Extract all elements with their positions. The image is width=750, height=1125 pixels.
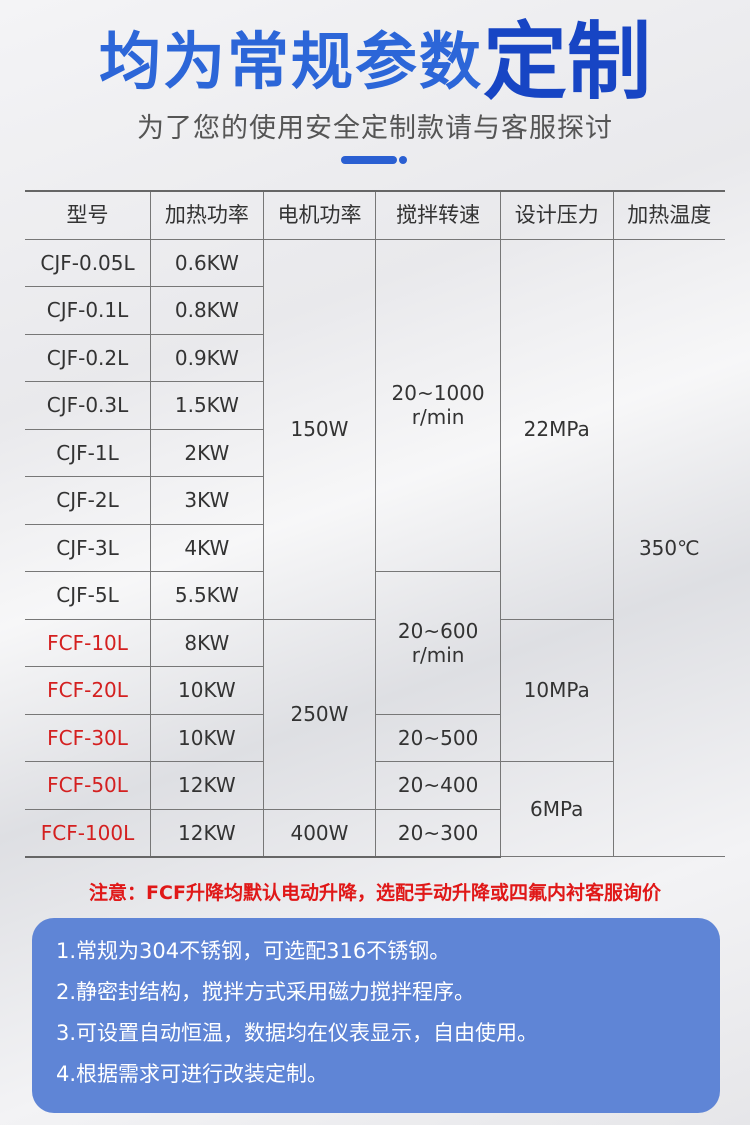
table-row: CJF-0.3L 1.5KW — [25, 381, 725, 430]
feature-item: 2.静密封结构，搅拌方式采用磁力搅拌程序。 — [56, 980, 476, 1004]
heating-power-cell: 8KW — [150, 618, 264, 667]
motor-cell: 250W — [262, 618, 377, 810]
page-title: 均为常规参数定制 — [0, 20, 750, 104]
speed-cell: 20~1000 r/min — [375, 238, 501, 572]
heating-power-cell: 5.5KW — [150, 571, 264, 620]
model-cell: CJF-0.3L — [25, 381, 152, 430]
model-cell: CJF-0.05L — [25, 238, 152, 287]
pressure-cell: 22MPa — [499, 238, 614, 620]
column-header: 加热功率 — [150, 190, 264, 240]
speed-cell: 20~600 r/min — [375, 571, 501, 715]
pressure-cell: 6MPa — [499, 761, 614, 857]
model-cell: CJF-0.1L — [25, 286, 152, 335]
heating-power-cell: 12KW — [150, 761, 264, 810]
table-row: CJF-5L 5.5KW 20~600 r/min — [25, 571, 725, 715]
model-cell: FCF-30L — [25, 713, 152, 762]
model-cell: CJF-1L — [25, 428, 152, 477]
model-cell: CJF-3L — [25, 523, 152, 572]
table-row: CJF-0.1L 0.8KW — [25, 286, 725, 335]
title-emphasis: 定制 — [483, 13, 652, 111]
model-cell: FCF-10L — [25, 618, 152, 667]
heating-power-cell: 1.5KW — [150, 381, 264, 430]
heating-power-cell: 10KW — [150, 666, 264, 715]
heating-power-cell: 3KW — [150, 476, 264, 525]
heating-power-cell: 0.9KW — [150, 333, 264, 382]
column-header: 搅拌转速 — [375, 190, 501, 240]
table-row: FCF-50L 12KW 20~400 6MPa — [25, 761, 725, 857]
feature-item: 1.常规为304不锈钢，可选配316不锈钢。 — [56, 939, 451, 963]
table-row: FCF-30L 10KW 20~500 — [25, 713, 725, 762]
temperature-cell: 350℃ — [612, 238, 725, 857]
motor-cell: 150W — [262, 238, 377, 620]
model-cell: FCF-100L — [25, 808, 152, 858]
table-row: CJF-0.05L 0.6KW 150W 20~1000 r/min 22MPa 350℃ — [25, 238, 725, 857]
speed-cell: 20~500 — [375, 713, 501, 762]
table-header: 型号 加热功率 电机功率 搅拌转速 设计压力 加热温度 — [25, 190, 725, 240]
table-row: CJF-3L 4KW — [25, 523, 725, 572]
model-cell: CJF-0.2L — [25, 333, 152, 382]
title-main: 均为常规参数 — [98, 25, 483, 98]
table-row: FCF-10L 8KW 250W 10MPa — [25, 618, 725, 810]
column-header: 设计压力 — [499, 190, 614, 240]
heating-power-cell: 12KW — [150, 808, 264, 858]
spec-table: 型号 加热功率 电机功率 搅拌转速 设计压力 加热温度 CJF-0.05L 0.6KW 150… — [25, 190, 725, 858]
column-header: 型号 — [25, 190, 152, 240]
heating-power-cell: 10KW — [150, 713, 264, 762]
heating-power-cell: 2KW — [150, 428, 264, 477]
model-cell: CJF-5L — [25, 571, 152, 620]
heating-power-cell: 0.6KW — [150, 238, 264, 287]
heating-power-cell: 0.8KW — [150, 286, 264, 335]
column-header: 电机功率 — [262, 190, 377, 240]
divider-dot — [399, 156, 407, 164]
speed-cell: 20~300 — [375, 808, 501, 858]
features-box: 1.常规为304不锈钢，可选配316不锈钢。 2.静密封结构，搅拌方式采用磁力搅… — [32, 918, 720, 1113]
model-cell: FCF-20L — [25, 666, 152, 715]
table-row: CJF-2L 3KW — [25, 476, 725, 525]
note-text: 注意：FCF升降均默认电动升降，选配手动升降或四氟内衬客服询价 — [89, 882, 661, 904]
pressure-cell: 10MPa — [499, 618, 614, 762]
feature-item: 4.根据需求可进行改装定制。 — [56, 1062, 329, 1086]
divider-bar — [341, 156, 397, 164]
model-cell: CJF-2L — [25, 476, 152, 525]
feature-item: 3.可设置自动恒温，数据均在仪表显示，自由使用。 — [56, 1021, 539, 1045]
motor-cell: 400W — [262, 808, 377, 858]
table-row: FCF-100L 12KW 400W 20~300 — [25, 808, 725, 858]
column-header: 加热温度 — [612, 190, 725, 240]
table-row: CJF-1L 2KW — [25, 428, 725, 477]
table-row: FCF-20L 10KW — [25, 666, 725, 715]
heating-power-cell: 4KW — [150, 523, 264, 572]
subtitle: 为了您的使用安全定制款请与客服探讨 — [137, 113, 613, 144]
speed-cell: 20~400 — [375, 761, 501, 810]
model-cell: FCF-50L — [25, 761, 152, 810]
